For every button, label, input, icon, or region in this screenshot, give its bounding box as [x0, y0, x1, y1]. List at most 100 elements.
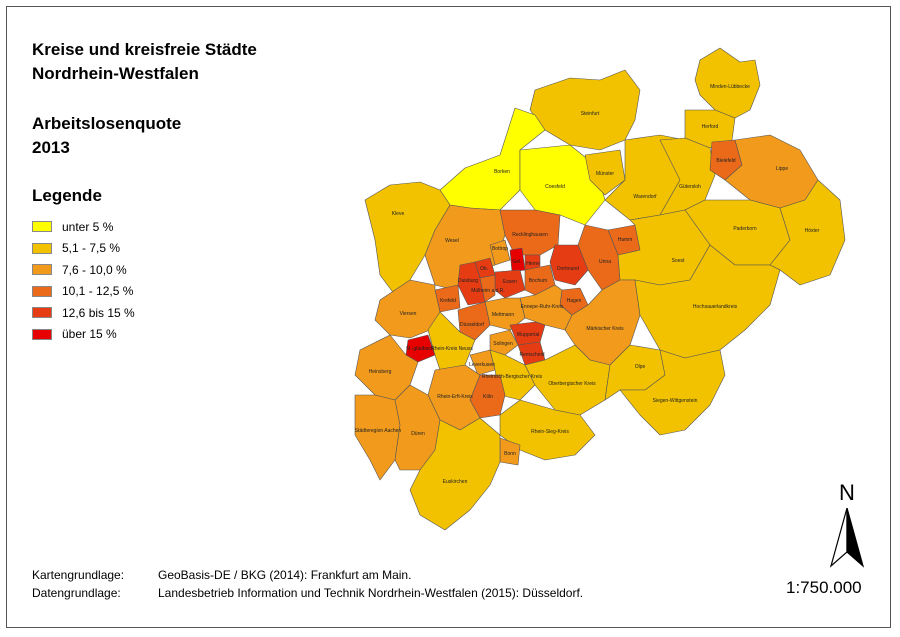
region-maerkischer-kreis [564, 279, 641, 366]
region-duesseldorf [457, 301, 491, 341]
region-staedteregion-aachen [354, 394, 401, 481]
region-oberbergischer-kreis [524, 344, 611, 416]
legend-item: 7,6 - 10,0 % [32, 259, 135, 281]
legend-item: 12,6 bis 15 % [32, 302, 135, 324]
subtitle-line-1: Arbeitslosenquote [32, 114, 182, 133]
label-dortmund: Dortmund [557, 266, 579, 272]
nrw-choropleth-map: Minden-Lübbecke Steinfurt Herford Bielef… [354, 47, 846, 531]
label-kleve: Kleve [392, 211, 405, 217]
label-wesel: Wesel [445, 238, 459, 244]
label-maerkisch: Märkischer Kreis [586, 326, 624, 332]
legend-swatch [32, 264, 52, 276]
label-leverkusen: Leverkusen [469, 362, 495, 368]
north-letter: N [839, 480, 855, 505]
label-hagen: Hagen [567, 298, 582, 304]
map-frame [6, 6, 891, 628]
label-herne: Herne [526, 261, 540, 267]
legend-label: 5,1 - 7,5 % [62, 241, 121, 256]
credit-key: Datengrundlage: [32, 586, 121, 600]
label-bielefeld: Bielefeld [716, 158, 735, 164]
label-minden: Minden-Lübbecke [710, 84, 750, 90]
label-bochum: Bochum [529, 278, 547, 284]
legend-swatch [32, 242, 52, 254]
credit-value: Landesbetrieb Information und Technik No… [158, 586, 584, 600]
label-oberhausen: Ob. [480, 266, 488, 272]
label-siegen: Siegen-Wittgenstein [653, 398, 698, 404]
label-rheinerft: Rhein-Erft-Kreis [437, 394, 473, 400]
label-euskirchen: Euskirchen [443, 479, 468, 485]
north-arrow-icon [829, 508, 865, 568]
label-koeln: Köln [483, 394, 493, 400]
region-dortmund [549, 244, 589, 286]
label-bottrop: Bottrop [492, 246, 508, 252]
label-bonn: Bonn [504, 451, 516, 457]
label-duesseldorf: Düsseldorf [460, 322, 485, 328]
label-mgladbach: M.-gladbach [406, 346, 434, 352]
label-herford: Herford [702, 124, 719, 130]
label-dueren: Düren [411, 431, 425, 437]
region-recklinghausen [499, 209, 561, 256]
label-viersen: Viersen [400, 311, 417, 317]
label-guetersloh: Gütersloh [679, 184, 701, 190]
label-solingen: Solingen [493, 341, 513, 347]
title-line-1: Kreise und kreisfreie Städte [32, 40, 257, 59]
label-soest: Soest [672, 258, 685, 264]
credits: Kartengrundlage: GeoBasis-DE / BKG (2014… [32, 566, 583, 602]
region-rhein-kreis-neuss [427, 311, 476, 371]
legend: unter 5 % 5,1 - 7,5 % 7,6 - 10,0 % 10,1 … [32, 216, 135, 345]
region-muenster [584, 149, 626, 196]
label-oberberg: Oberbergischer Kreis [548, 381, 596, 387]
label-gelsenkirchen: Gel. [512, 259, 521, 265]
region-steinfurt [529, 69, 641, 151]
label-rheinsieg: Rhein-Sieg-Kreis [531, 429, 569, 435]
page-title: Kreise und kreisfreie Städte Nordrhein-W… [32, 38, 257, 86]
label-lippe: Lippe [776, 166, 788, 172]
region-siegen-wittgenstein [619, 349, 726, 436]
label-hamm: Hamm [618, 237, 633, 243]
label-warendorf: Warendorf [633, 194, 657, 200]
region-ennepe-ruhr [519, 284, 573, 331]
legend-label: 7,6 - 10,0 % [62, 262, 127, 277]
label-hoexter: Höxter [805, 228, 820, 234]
region-solingen [489, 329, 519, 356]
label-recklinghausen: Recklinghausen [512, 232, 548, 238]
region-hoexter [769, 179, 846, 286]
region-wuppertal [509, 321, 546, 346]
label-steinfurt: Steinfurt [581, 111, 600, 117]
legend-item: 5,1 - 7,5 % [32, 238, 135, 260]
legend-item: unter 5 % [32, 216, 135, 238]
credit-key: Kartengrundlage: [32, 568, 125, 582]
map-subtitle: Arbeitslosenquote 2013 [32, 112, 181, 160]
legend-swatch [32, 221, 52, 233]
label-unna: Unna [599, 259, 611, 265]
label-krefeld: Krefeld [440, 298, 456, 304]
legend-item: 10,1 - 12,5 % [32, 281, 135, 303]
label-rheinkreisneuss: Rhein-Kreis Neuss [431, 346, 473, 352]
scale-label: 1:750.000 [786, 578, 862, 597]
label-aachen: Städteregion Aachen [355, 428, 402, 434]
legend-title: Legende [32, 186, 102, 205]
region-moenchengladbach [405, 334, 436, 363]
legend-item: über 15 % [32, 324, 135, 346]
legend-swatch [32, 328, 52, 340]
label-heinsberg: Heinsberg [369, 369, 392, 375]
credit-value: GeoBasis-DE / BKG (2014): Frankfurt am M… [158, 568, 412, 582]
label-mettmann: Mettmann [492, 312, 514, 318]
label-olpe: Olpe [635, 364, 646, 370]
legend-swatch [32, 285, 52, 297]
legend-label: 12,6 bis 15 % [62, 305, 135, 320]
region-muelheim [479, 274, 496, 303]
label-paderborn: Paderborn [733, 226, 757, 232]
north-arrow: N [825, 480, 869, 572]
credit-row: Kartengrundlage: GeoBasis-DE / BKG (2014… [32, 566, 583, 584]
label-ennepe: Ennepe-Ruhr-Kreis [521, 304, 564, 310]
label-wuppertal: Wuppertal [517, 332, 540, 338]
legend-label: über 15 % [62, 327, 117, 342]
title-line-2: Nordrhein-Westfalen [32, 64, 199, 83]
region-euskirchen [409, 417, 501, 531]
region-minden-luebbecke [694, 47, 761, 119]
legend-swatch [32, 307, 52, 319]
subtitle-line-2: 2013 [32, 138, 70, 157]
legend-label: 10,1 - 12,5 % [62, 284, 134, 299]
region-bottrop [489, 239, 511, 266]
